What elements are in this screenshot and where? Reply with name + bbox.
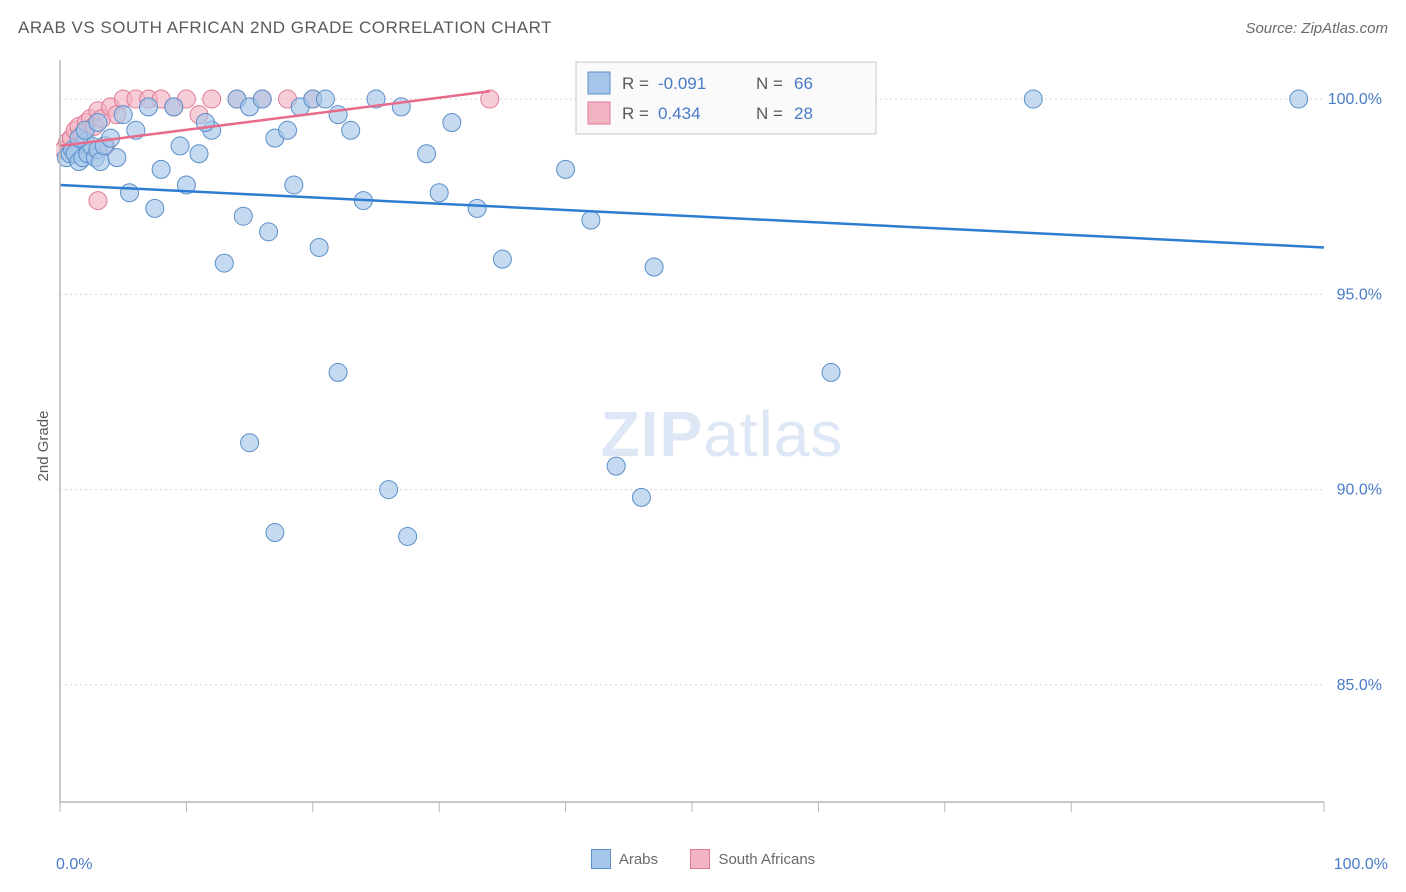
svg-text:85.0%: 85.0% — [1337, 677, 1382, 694]
point-arab — [399, 527, 417, 545]
point-arab — [468, 199, 486, 217]
point-arab — [241, 434, 259, 452]
point-arab — [329, 106, 347, 124]
point-arab — [89, 113, 107, 131]
legend-swatch-arabs — [591, 849, 611, 869]
point-arab — [316, 90, 334, 108]
svg-text:90.0%: 90.0% — [1337, 482, 1382, 499]
svg-text:N =: N = — [756, 74, 783, 93]
point-arab — [822, 363, 840, 381]
watermark: ZIPatlas — [601, 398, 844, 470]
point-arab — [190, 145, 208, 163]
point-arab — [266, 524, 284, 542]
point-arab — [108, 149, 126, 167]
point-arab — [1024, 90, 1042, 108]
point-south-african — [89, 192, 107, 210]
point-arab — [632, 488, 650, 506]
legend-label-south-africans: South Africans — [718, 851, 815, 868]
svg-text:R =: R = — [622, 74, 649, 93]
chart-title: ARAB VS SOUTH AFRICAN 2ND GRADE CORRELAT… — [18, 18, 552, 38]
svg-text:-0.091: -0.091 — [658, 74, 706, 93]
point-arab — [342, 121, 360, 139]
point-arab — [234, 207, 252, 225]
legend-item-arabs: Arabs — [591, 849, 658, 869]
svg-text:66: 66 — [794, 74, 813, 93]
point-arab — [582, 211, 600, 229]
point-arab — [215, 254, 233, 272]
point-arab — [253, 90, 271, 108]
point-arab — [430, 184, 448, 202]
point-arab — [493, 250, 511, 268]
plot-area: ZIPatlas R = -0.091 N = 66 R = 0.434 N = 28 85… — [56, 56, 1388, 832]
point-south-african — [203, 90, 221, 108]
point-arab — [1290, 90, 1308, 108]
svg-text:95.0%: 95.0% — [1337, 286, 1382, 303]
point-arab — [121, 184, 139, 202]
point-arab — [418, 145, 436, 163]
point-arab — [171, 137, 189, 155]
point-arab — [165, 98, 183, 116]
point-arab — [285, 176, 303, 194]
stats-box: R = -0.091 N = 66 R = 0.434 N = 28 — [576, 62, 876, 134]
point-arab — [260, 223, 278, 241]
scatter-chart: ZIPatlas R = -0.091 N = 66 R = 0.434 N = 28 85… — [56, 56, 1388, 832]
y-axis-label: 2nd Grade — [35, 411, 52, 482]
source-label: Source: ZipAtlas.com — [1245, 20, 1388, 37]
svg-text:R =: R = — [622, 104, 649, 123]
point-arab — [557, 160, 575, 178]
svg-text:28: 28 — [794, 104, 813, 123]
point-arab — [146, 199, 164, 217]
point-arab — [152, 160, 170, 178]
point-arab — [310, 238, 328, 256]
legend-swatch-south-africans — [690, 849, 710, 869]
legend: Arabs South Africans — [0, 849, 1406, 874]
svg-text:0.434: 0.434 — [658, 104, 701, 123]
point-arab — [279, 121, 297, 139]
point-arab — [139, 98, 157, 116]
point-arab — [91, 153, 109, 171]
point-arab — [114, 106, 132, 124]
svg-text:N =: N = — [756, 104, 783, 123]
point-arab — [380, 481, 398, 499]
legend-item-south-africans: South Africans — [690, 849, 815, 869]
point-arab — [329, 363, 347, 381]
point-arab — [443, 113, 461, 131]
point-arab — [645, 258, 663, 276]
legend-label-arabs: Arabs — [619, 851, 658, 868]
svg-text:100.0%: 100.0% — [1328, 91, 1382, 108]
